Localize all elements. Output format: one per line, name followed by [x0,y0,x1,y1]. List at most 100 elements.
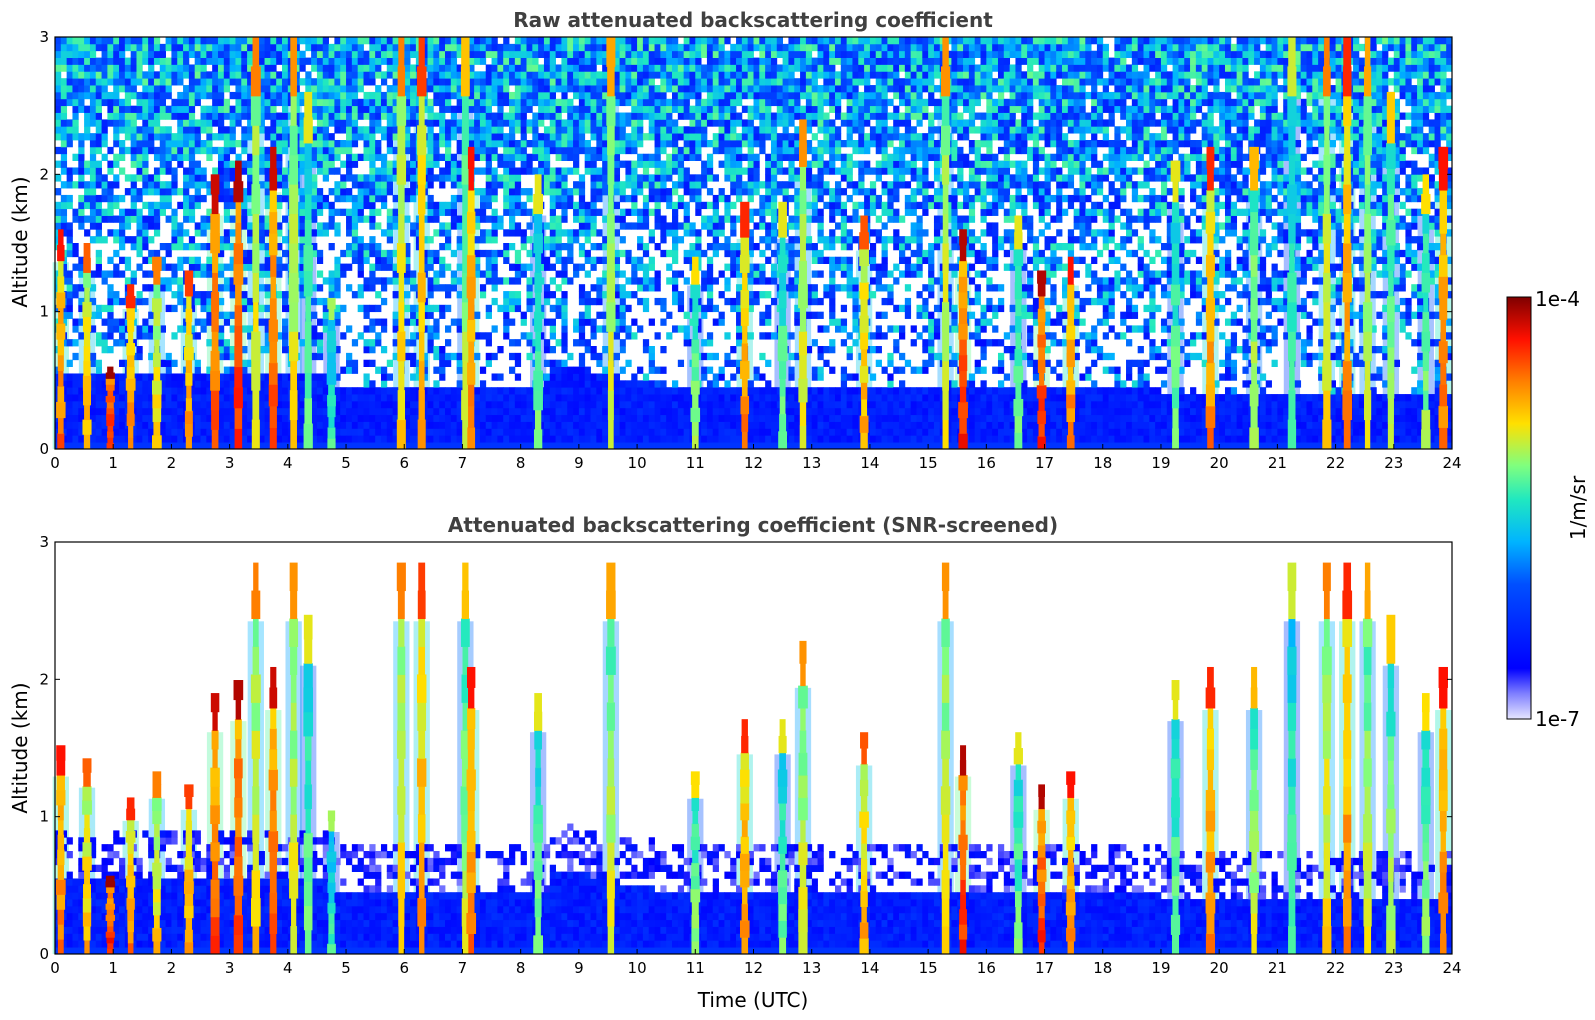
heatmap-cell [677,146,685,155]
heatmap-cell [375,400,382,409]
heatmap-cell [491,215,498,223]
heatmap-cell [648,160,655,168]
heatmap-cell [258,270,265,278]
heatmap-cell [188,442,196,450]
heatmap-cell [421,119,428,127]
heatmap-cell [509,318,516,326]
heatmap-cell [217,284,225,292]
heatmap-cell [322,421,329,429]
heatmap-cell [421,215,428,223]
heatmap-cell [78,256,85,264]
heatmap-cell [340,394,347,402]
heatmap-cell [72,442,79,450]
heatmap-cell [410,332,417,340]
heatmap-cell [514,64,522,72]
heatmap-cell [479,71,487,79]
heatmap-cell [584,153,591,161]
heatmap-cell [264,387,271,395]
heatmap-cell [340,105,347,113]
heatmap-cell [450,352,458,361]
heatmap-cell [311,229,318,237]
heatmap-cell [194,194,201,203]
heatmap-cell [322,394,329,402]
heatmap-cell [316,387,324,395]
heatmap-cell [474,421,481,429]
heatmap-cell [404,256,411,264]
heatmap-cell [590,297,597,306]
heatmap-cell [72,119,79,127]
heatmap-cell [159,43,166,52]
heatmap-cell [72,98,79,107]
heatmap-cell [392,394,399,402]
heatmap-cell [613,167,621,175]
heatmap-cell [410,64,417,72]
heatmap-cell [124,71,132,79]
heatmap-cell [514,37,522,45]
heatmap-cell [95,366,102,374]
heatmap-cell [439,442,446,450]
heatmap-cell [264,146,271,155]
heatmap-cell [264,85,271,93]
heatmap-cell [584,57,591,65]
heatmap-cell [200,37,207,45]
heatmap-cell [55,380,62,388]
heatmap-cell [520,64,527,72]
heatmap-cell [672,256,679,264]
heatmap-cell [66,304,73,313]
heatmap-cell [392,78,399,86]
heatmap-cell [549,105,556,113]
heatmap-cell [299,64,306,72]
heatmap-cell [322,126,329,134]
heatmap-cell [200,112,207,120]
heatmap-cell [526,153,533,161]
heatmap-cell [165,243,172,251]
heatmap-cell [148,71,155,79]
heatmap-cell [264,78,271,86]
heatmap-cell [631,208,638,216]
heatmap-cell [95,236,102,244]
heatmap-cell [549,50,556,58]
heatmap-cell [340,64,347,72]
heatmap-cell [421,263,428,271]
heatmap-cell [223,387,231,395]
heatmap-cell [642,400,650,409]
heatmap-cell [60,153,68,161]
heatmap-cell [392,387,399,395]
heatmap-cell [346,387,353,395]
heatmap-cell [206,407,213,416]
heatmap-cell [584,85,591,93]
heatmap-cell [357,291,364,299]
heatmap-cell [113,215,120,223]
heatmap-cell [439,78,446,86]
heatmap-cell [206,339,213,347]
heatmap-cell [282,126,289,134]
heatmap-cell [625,304,632,313]
heatmap-cell [695,119,702,127]
heatmap-cell [590,229,597,237]
heatmap-cell [666,167,673,175]
heatmap-cell [340,57,347,65]
heatmap-cell [119,318,126,326]
heatmap-cell [101,407,108,416]
heatmap-cell [683,339,690,347]
heatmap-cell [648,318,655,326]
heatmap-cell [311,387,318,395]
heatmap-cell [666,311,673,319]
heatmap-cell [183,133,190,141]
heatmap-cell [119,387,126,395]
heatmap-cell [386,421,394,429]
heatmap-cell [316,37,324,45]
heatmap-cell [217,421,225,429]
heatmap-cell [369,442,376,450]
heatmap-cell [375,98,382,107]
heatmap-cell [427,98,434,107]
heatmap-cell [340,366,347,374]
heatmap-cell [142,133,149,141]
heatmap-cell [223,407,231,416]
heatmap-cell [171,359,178,367]
heatmap-cell [514,78,522,86]
heatmap-cell [625,421,632,429]
heatmap-cell [386,435,394,443]
heatmap-cell [666,277,673,285]
heatmap-cell [549,71,556,79]
